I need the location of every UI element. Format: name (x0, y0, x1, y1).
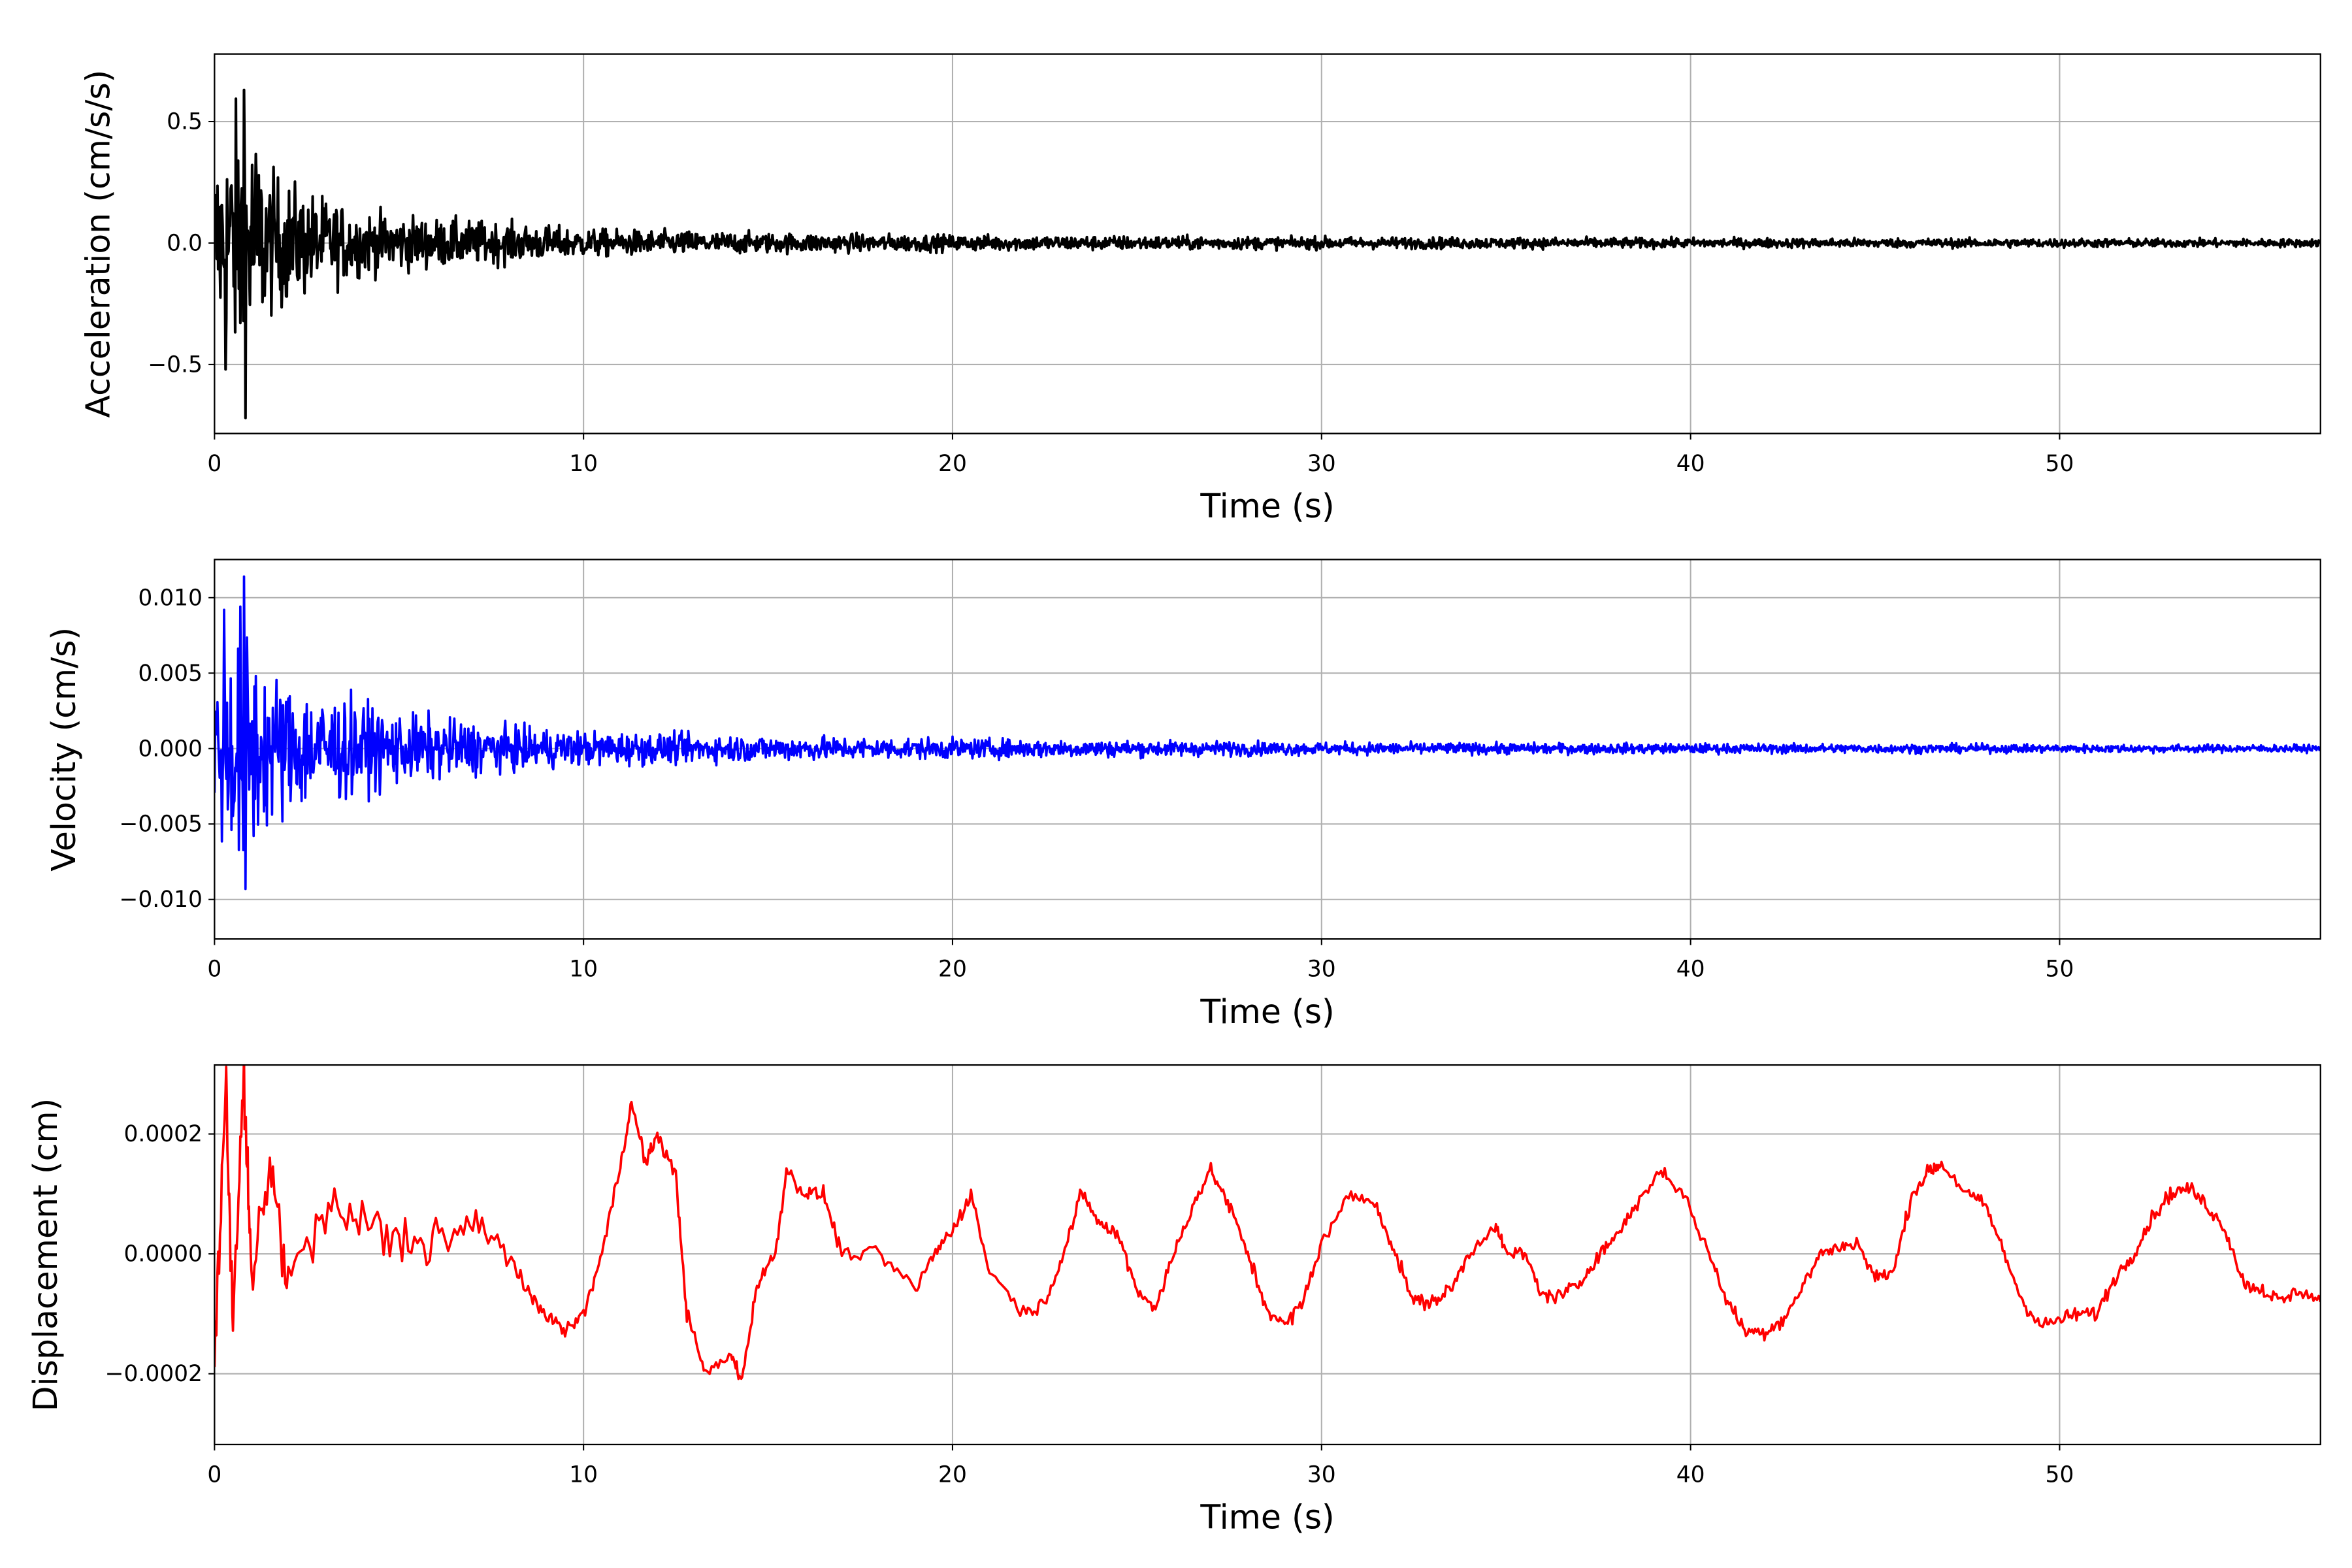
x-tick-label: 0 (207, 451, 221, 477)
y-axis-label: Acceleration (cm/s/s) (79, 70, 118, 418)
x-tick-label: 20 (938, 1462, 967, 1488)
y-tick-label: −0.0002 (105, 1361, 203, 1387)
x-tick-label: 20 (938, 451, 967, 477)
displacement-series-line (214, 1065, 2321, 1380)
x-tick-label: 40 (1676, 1462, 1705, 1488)
x-axis-label: Time (s) (1200, 1498, 1334, 1537)
x-axis-label: Time (s) (1200, 487, 1334, 525)
x-tick-label: 30 (1307, 1462, 1336, 1488)
y-tick-label: 0.5 (167, 109, 203, 135)
y-axis-label: Velocity (cm/s) (44, 627, 83, 872)
x-tick-label: 30 (1307, 956, 1336, 983)
axes-frame (214, 53, 2321, 434)
x-tick-label: 40 (1676, 956, 1705, 983)
y-tick-label: 0.0 (167, 230, 203, 256)
x-tick-label: 0 (207, 956, 221, 983)
x-tick-label: 10 (569, 451, 598, 477)
x-tick-label: 50 (2046, 451, 2074, 477)
y-tick-label: −0.010 (120, 887, 203, 913)
y-tick-label: 0.010 (138, 585, 203, 611)
axes-frame (214, 559, 2321, 940)
x-tick-label: 0 (207, 1462, 221, 1488)
x-tick-label: 10 (569, 956, 598, 983)
y-axis-label: Displacement (cm) (26, 1098, 65, 1412)
y-tick-label: 0.0002 (123, 1121, 202, 1147)
y-tick-label: 0.0000 (123, 1241, 202, 1267)
y-tick-label: −0.005 (120, 811, 203, 838)
subplot-displacement: 0 10 20 30 40 50 0.0002 0.0000 −0.0002 Time (s) Di… (26, 1064, 2321, 1537)
y-tick-label: 0.000 (138, 736, 203, 762)
acceleration-series-line (214, 88, 2321, 419)
x-tick-label: 50 (2046, 1462, 2074, 1488)
x-tick-label: 20 (938, 956, 967, 983)
y-tick-label: 0.005 (138, 661, 203, 687)
x-tick-label: 40 (1676, 451, 1705, 477)
subplot-velocity: 0 10 20 30 40 50 0.010 0.005 0.000 −0.005 −0.010 Ti… (44, 559, 2321, 1031)
velocity-series-line (214, 575, 2321, 890)
y-tick-label: −0.5 (148, 351, 203, 378)
x-tick-label: 50 (2046, 956, 2074, 983)
x-axis-label: Time (s) (1200, 992, 1334, 1031)
subplot-acceleration: 0 10 20 30 40 50 0.5 0.0 −0.5 Time (s) Acceleratio… (79, 53, 2321, 525)
x-tick-label: 30 (1307, 451, 1336, 477)
x-tick-label: 10 (569, 1462, 598, 1488)
axes-frame (214, 1064, 2321, 1446)
